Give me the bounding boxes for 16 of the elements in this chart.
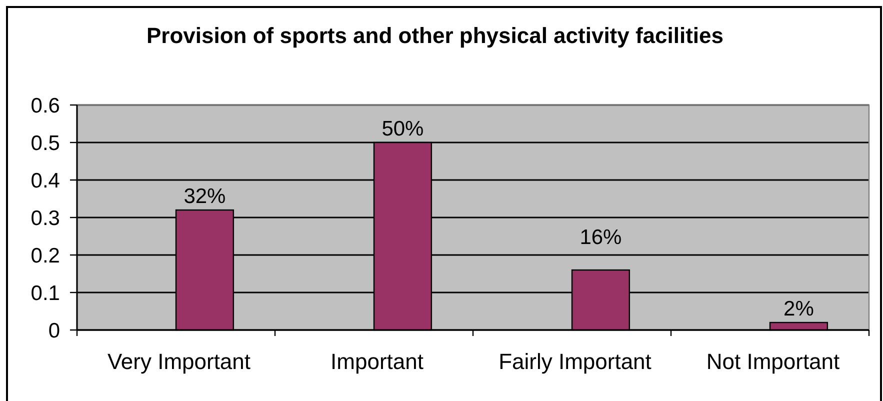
x-tick-label: Fairly Important <box>498 349 652 374</box>
data-label: 2% <box>784 298 814 320</box>
y-tick-label: 0 <box>48 319 60 342</box>
y-tick-label: 0.2 <box>30 244 60 268</box>
x-tick-label: Very Important <box>107 349 251 374</box>
y-tick-label: 0.1 <box>30 282 60 305</box>
chart-title: Provision of sports and other physical activity facilities <box>146 23 724 48</box>
data-label: 16% <box>580 226 622 249</box>
y-tick-label: 0.4 <box>30 169 60 192</box>
data-label: 32% <box>184 185 226 208</box>
y-tick-label: 0.6 <box>30 94 60 118</box>
x-tick-label: Important <box>330 349 424 374</box>
x-tick-label: Not Important <box>706 349 840 374</box>
data-label: 50% <box>382 118 424 140</box>
y-tick-label: 0.3 <box>30 206 60 230</box>
y-tick-label: 0.5 <box>30 132 60 155</box>
